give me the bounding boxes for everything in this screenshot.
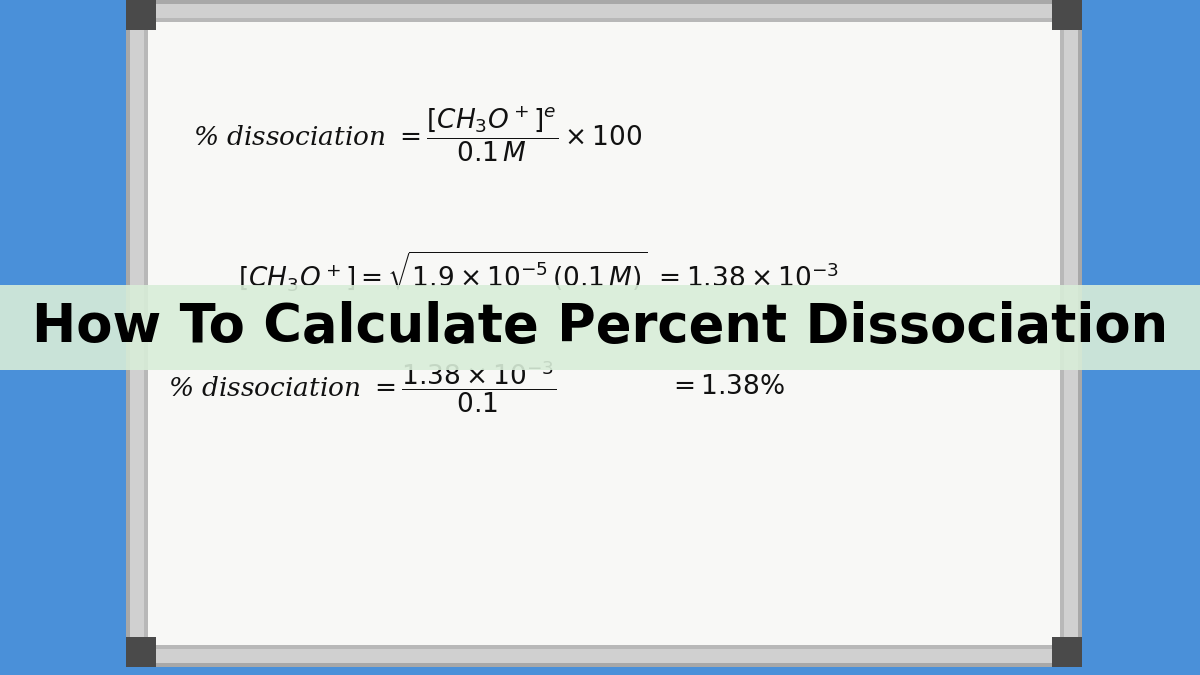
Bar bbox=[130, 4, 1078, 663]
Text: % dissociation $= \dfrac{1.38 \times 10^{-3}}{0.1}$: % dissociation $= \dfrac{1.38 \times 10^… bbox=[168, 358, 556, 415]
Bar bbox=[126, 0, 156, 30]
Bar bbox=[1052, 0, 1082, 30]
Bar bbox=[1052, 637, 1082, 667]
Bar bbox=[126, 637, 156, 667]
Text: % dissociation $= \dfrac{[CH_3O^+]^e}{0.1\,M} \times 100$: % dissociation $= \dfrac{[CH_3O^+]^e}{0.… bbox=[193, 105, 642, 164]
Bar bbox=[126, 0, 1082, 667]
Bar bbox=[148, 22, 1060, 645]
Bar bbox=[0, 285, 1200, 370]
Bar bbox=[144, 18, 1064, 649]
Text: $[CH_3O^+] = \sqrt{1.9 \times 10^{-5}\,(0.1\,M)}\ = 1.38 \times 10^{-3}$: $[CH_3O^+] = \sqrt{1.9 \times 10^{-5}\,(… bbox=[238, 249, 839, 293]
Text: $= 1.38\%$: $= 1.38\%$ bbox=[668, 374, 785, 399]
Text: How To Calculate Percent Dissociation: How To Calculate Percent Dissociation bbox=[32, 302, 1168, 354]
